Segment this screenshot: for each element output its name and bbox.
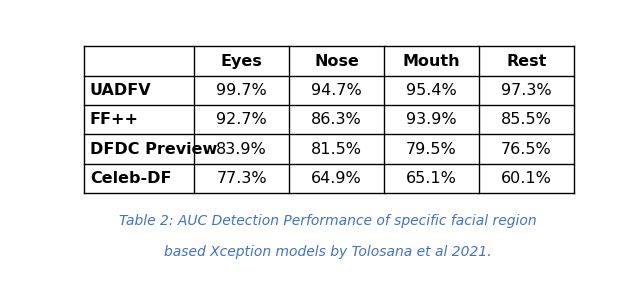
Text: FF++: FF++ xyxy=(90,112,139,127)
Text: 83.9%: 83.9% xyxy=(216,142,267,156)
Text: 95.4%: 95.4% xyxy=(406,83,457,98)
Text: 93.9%: 93.9% xyxy=(406,112,457,127)
Text: 76.5%: 76.5% xyxy=(501,142,552,156)
Text: UADFV: UADFV xyxy=(90,83,152,98)
Text: DFDC Preview: DFDC Preview xyxy=(90,142,217,156)
Text: 85.5%: 85.5% xyxy=(501,112,552,127)
Text: Rest: Rest xyxy=(506,54,547,69)
Text: 65.1%: 65.1% xyxy=(406,171,457,186)
Text: 92.7%: 92.7% xyxy=(216,112,267,127)
Text: 97.3%: 97.3% xyxy=(501,83,552,98)
Text: 64.9%: 64.9% xyxy=(311,171,362,186)
Text: 86.3%: 86.3% xyxy=(311,112,362,127)
Text: 79.5%: 79.5% xyxy=(406,142,457,156)
Text: Table 2: AUC Detection Performance of specific facial region: Table 2: AUC Detection Performance of sp… xyxy=(119,214,537,228)
Text: 60.1%: 60.1% xyxy=(501,171,552,186)
Text: 77.3%: 77.3% xyxy=(216,171,267,186)
Text: Eyes: Eyes xyxy=(221,54,262,69)
Text: 94.7%: 94.7% xyxy=(311,83,362,98)
Text: 99.7%: 99.7% xyxy=(216,83,267,98)
Text: Nose: Nose xyxy=(314,54,359,69)
Text: based Xception models by Tolosana et al 2021.: based Xception models by Tolosana et al … xyxy=(164,245,492,259)
Text: Mouth: Mouth xyxy=(403,54,460,69)
Text: Celeb-DF: Celeb-DF xyxy=(90,171,172,186)
Text: 81.5%: 81.5% xyxy=(311,142,362,156)
